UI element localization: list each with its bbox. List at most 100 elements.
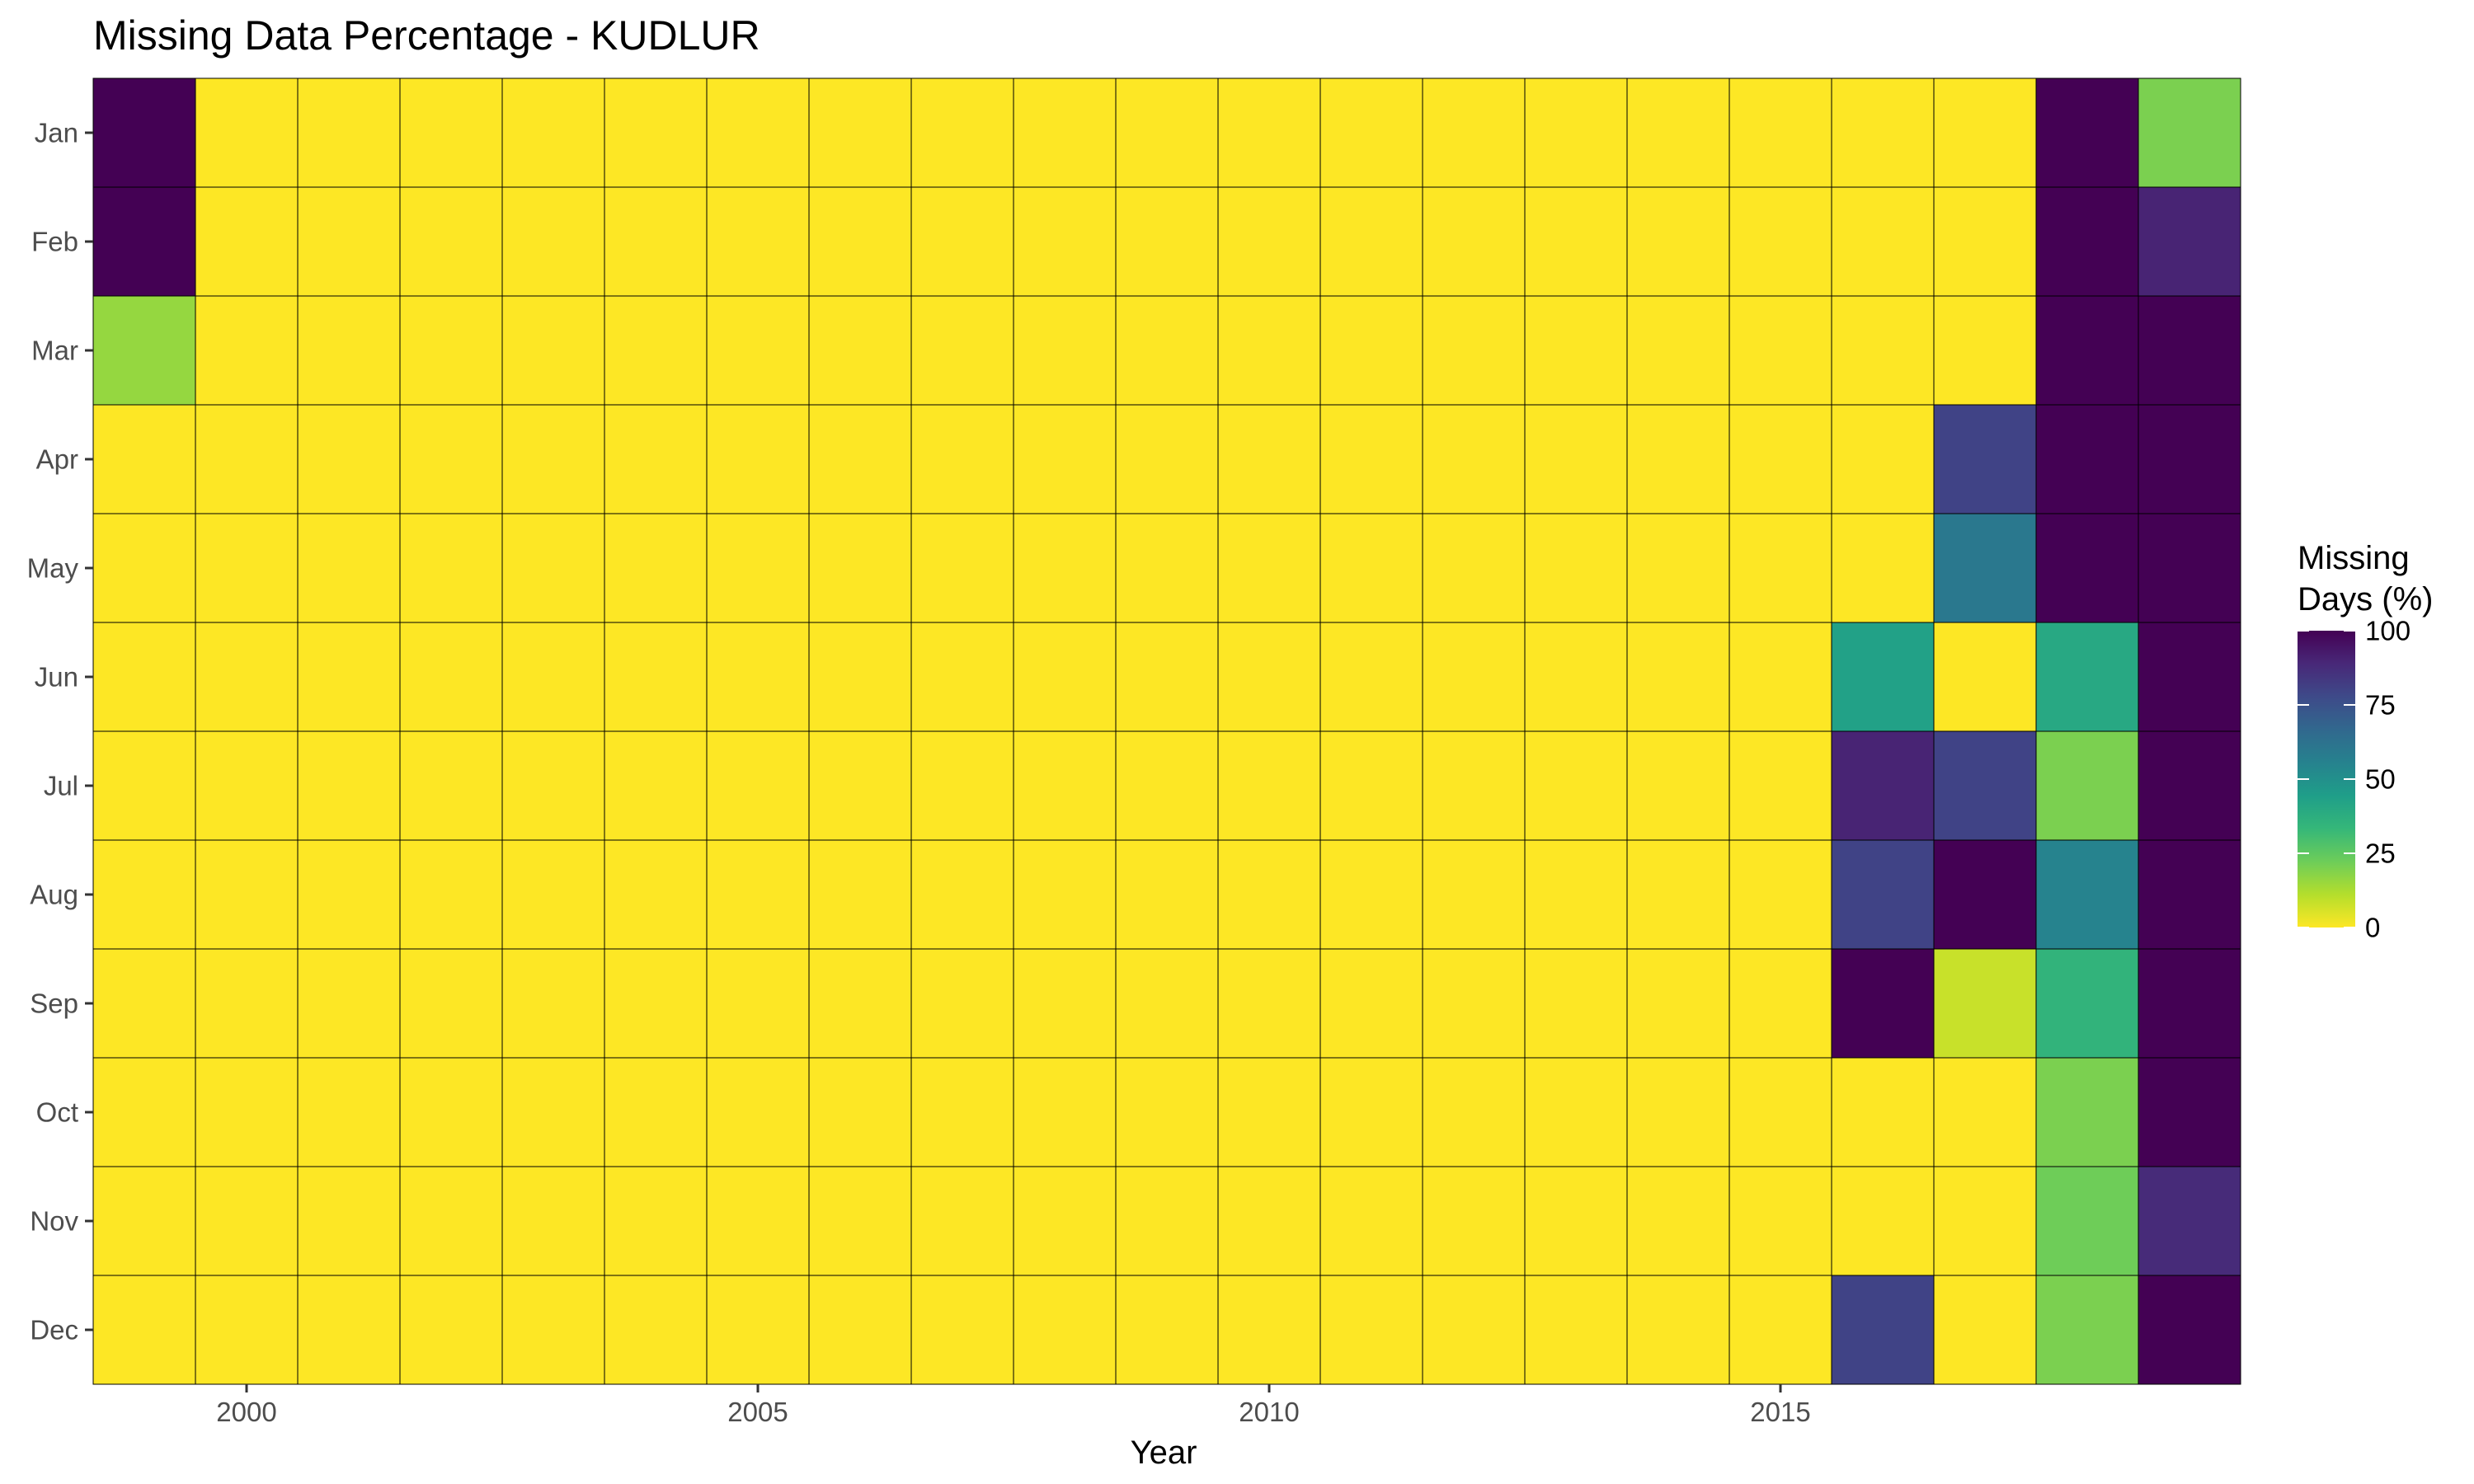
heatmap-cell [2138,839,2241,950]
heatmap-cell [604,622,708,732]
heatmap-cell [706,1275,810,1385]
colorbar-tick-label: 50 [2365,764,2396,795]
heatmap-cell [92,622,196,732]
heatmap-cell [604,1057,708,1167]
heatmap-cell [2138,622,2241,732]
heatmap-cell [604,1166,708,1276]
heatmap-cell [1013,1275,1117,1385]
heatmap-cell [1422,404,1526,514]
heatmap-cell [706,1166,810,1276]
heatmap-cell [1319,404,1423,514]
heatmap-cell [297,839,401,950]
heatmap-cell [1626,1275,1730,1385]
heatmap-cell [1217,730,1321,841]
heatmap-cell [1115,513,1219,623]
x-axis: 2000 2005 2010 2015 [216,1384,1811,1427]
heatmap-cell [604,839,708,950]
heatmap-cell [92,948,196,1059]
heatmap-cell [92,513,196,623]
heatmap-cell [1319,513,1423,623]
heatmap-cell [1013,1166,1117,1276]
heatmap-cell [1933,295,2037,406]
heatmap-cell [910,948,1014,1059]
heatmap-cell [1217,839,1321,950]
heatmap-cell [1524,77,1628,188]
heatmap-cell [706,1057,810,1167]
heatmap-cell [399,1057,503,1167]
heatmap-cell [910,730,1014,841]
heatmap-cell [501,948,605,1059]
heatmap-cell [1115,77,1219,188]
heatmap-cell [2138,730,2241,841]
heatmap-cell [2138,404,2241,514]
heatmap-cell [1831,404,1935,514]
heatmap-cell [297,404,401,514]
heatmap-cell [1729,730,1832,841]
heatmap-cell [1933,1166,2037,1276]
heatmap-cell [604,730,708,841]
y-tick-label: Sep [30,989,78,1019]
heatmap-cell [1729,1166,1832,1276]
heatmap-cell [1729,622,1832,732]
heatmap-cell [1729,513,1832,623]
heatmap-cell [2138,948,2241,1059]
heatmap-cell [808,1275,912,1385]
heatmap-cell [706,295,810,406]
heatmap-cell [501,77,605,188]
heatmap-cell [706,948,810,1059]
y-tick-label: Apr [36,444,78,475]
heatmap-cell [1524,186,1628,297]
heatmap-cell [1115,948,1219,1059]
heatmap-cell [1115,730,1219,841]
heatmap-cell [501,186,605,297]
heatmap-cell [1115,186,1219,297]
heatmap-cell [1013,730,1117,841]
heatmap-cell [910,839,1014,950]
heatmap-cell [706,77,810,188]
heatmap-cell [297,77,401,188]
heatmap-cell [195,404,299,514]
heatmap-cell [2138,1166,2241,1276]
heatmap-cell [1524,1275,1628,1385]
heatmap-cell [1422,839,1526,950]
heatmap-cell [2138,295,2241,406]
heatmap-cell [1933,622,2037,732]
heatmap-cell [1013,404,1117,514]
heatmap-cell [1524,730,1628,841]
heatmap-cell [1319,730,1423,841]
heatmap-cell [2035,1166,2139,1276]
heatmap-cell [2035,77,2139,188]
heatmap-cell [808,404,912,514]
heatmap-cell [2138,77,2241,188]
heatmap-cell [1013,622,1117,732]
heatmap-cell [604,948,708,1059]
heatmap-cell [501,730,605,841]
y-tick-label: Aug [30,880,78,910]
heatmap-cell [1729,1275,1832,1385]
heatmap-cell [399,1166,503,1276]
heatmap-cell [1319,186,1423,297]
heatmap-cell [1524,948,1628,1059]
heatmap-cell [1013,77,1117,188]
heatmap-cell [2035,404,2139,514]
heatmap-cell [1831,513,1935,623]
heatmap-cell [1217,295,1321,406]
heatmap-cell [1729,295,1832,406]
heatmap-cell [1729,186,1832,297]
heatmap-cell [297,730,401,841]
heatmap-cell [501,513,605,623]
heatmap-cell [808,77,912,188]
y-axis: Jan Feb Mar Apr May Jun Jul Aug Sep Oct Nov Dec [27,118,93,1345]
heatmap-cell [1422,1057,1526,1167]
heatmap-cell [92,839,196,950]
heatmap-cell [297,1275,401,1385]
heatmap-cell [1319,295,1423,406]
heatmap-cell [706,622,810,732]
heatmap-cell [297,1166,401,1276]
heatmap-cell [1319,622,1423,732]
heatmap-cell [1626,295,1730,406]
heatmap-cell [2035,186,2139,297]
heatmap-cell [1831,1057,1935,1167]
heatmap-cell [1013,1057,1117,1167]
heatmap-cell [706,730,810,841]
